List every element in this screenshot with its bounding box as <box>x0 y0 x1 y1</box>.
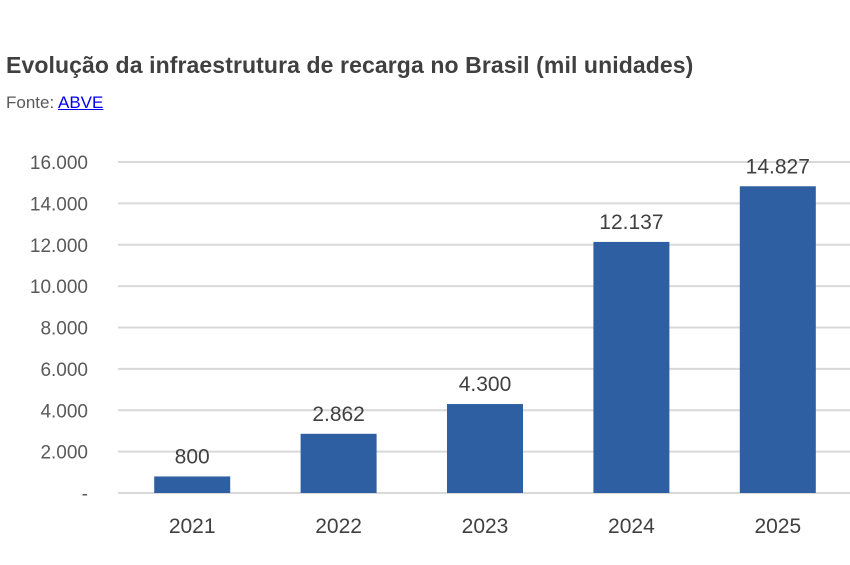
source-link[interactable]: ABVE <box>58 93 104 112</box>
x-tick-label: 2024 <box>608 515 655 538</box>
x-tick-label: 2023 <box>462 515 509 538</box>
y-tick-label: 10.000 <box>30 277 88 298</box>
x-tick-label: 2022 <box>315 515 362 538</box>
bar-2021 <box>154 476 231 493</box>
data-label: 12.137 <box>599 211 663 234</box>
chart-source: Fonte: ABVE <box>6 93 103 113</box>
data-label: 800 <box>175 445 210 468</box>
data-label: 14.827 <box>746 155 810 178</box>
y-tick-label: 2.000 <box>40 443 88 464</box>
y-tick-label: 16.000 <box>30 153 88 174</box>
bar-2023 <box>447 404 523 493</box>
data-label: 2.862 <box>312 403 365 426</box>
y-tick-label: 4.000 <box>40 401 88 422</box>
y-tick-label: 8.000 <box>40 319 88 340</box>
chart-title: Evolução da infraestrutura de recarga no… <box>6 52 694 78</box>
source-label: Fonte: <box>6 93 55 112</box>
x-tick-label: 2025 <box>754 515 801 538</box>
y-tick-label: 6.000 <box>40 360 88 381</box>
y-tick-label: 14.000 <box>30 194 88 215</box>
data-label: 4.300 <box>459 373 512 396</box>
y-tick-label: 12.000 <box>30 236 88 257</box>
bar-2024 <box>593 241 670 493</box>
bar-2022 <box>300 433 377 493</box>
y-tick-label: - <box>82 484 88 505</box>
x-tick-label: 2021 <box>169 515 216 538</box>
bar-2025 <box>739 186 816 494</box>
